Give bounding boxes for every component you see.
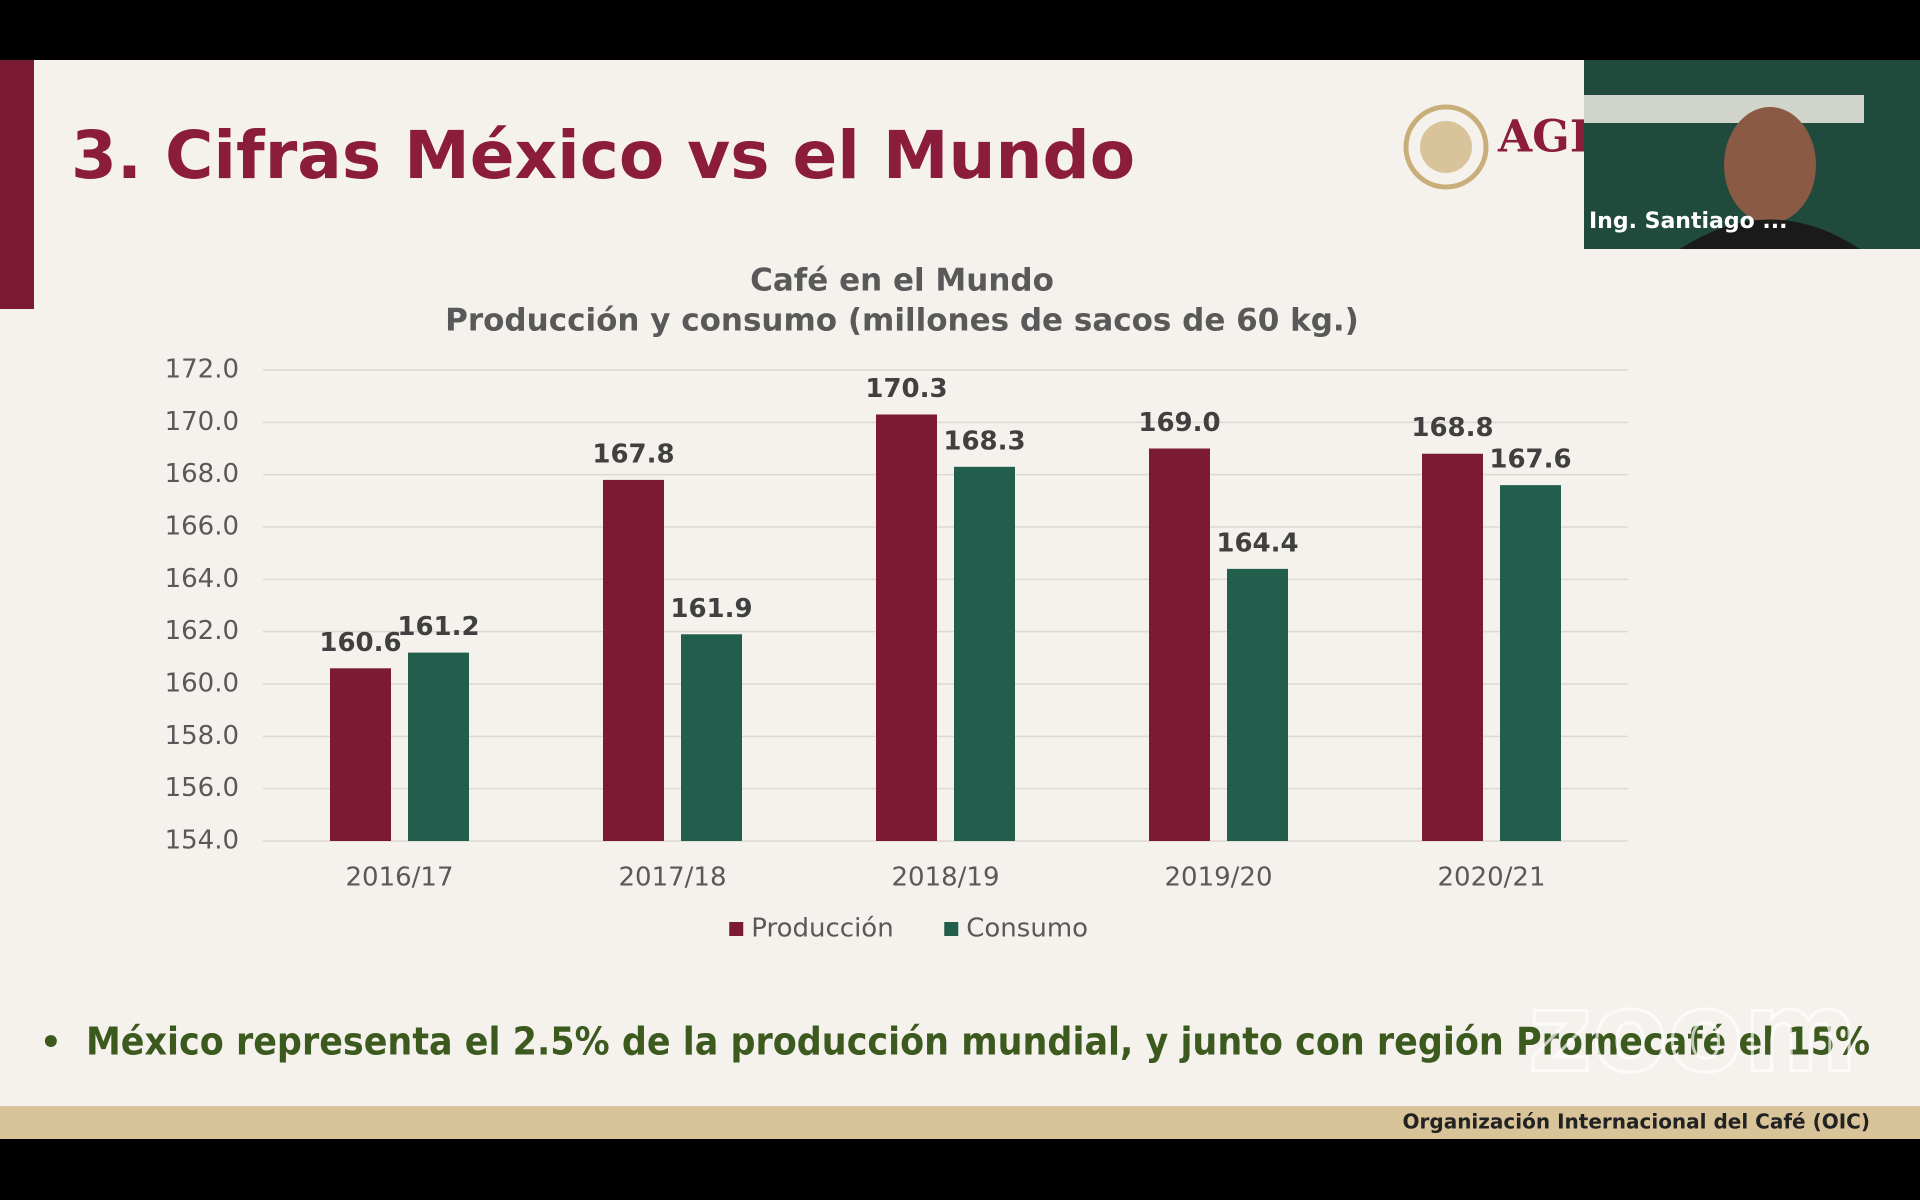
x-tick-label: 2016/17: [345, 863, 453, 893]
legend-swatch: [944, 922, 959, 936]
bar: [1149, 448, 1210, 841]
value-label: 167.8: [592, 439, 674, 469]
value-label: 170.3: [865, 374, 947, 404]
y-tick-label: 166.0: [165, 512, 239, 542]
legend-swatch: [729, 922, 744, 936]
logo-emblem: [1403, 104, 1489, 190]
bar: [1227, 568, 1288, 841]
video-person-body: [1680, 219, 1860, 249]
footer-band: [0, 1106, 1920, 1139]
x-tick-label: 2019/20: [1164, 863, 1272, 893]
participant-name: Ing. Santiago ...: [1589, 209, 1787, 234]
bar: [954, 466, 1015, 841]
y-tick-label: 160.0: [165, 669, 239, 699]
logo-emblem-inner: [1420, 121, 1472, 173]
video-person-head: [1724, 107, 1816, 223]
bar: [1422, 453, 1483, 841]
y-tick-label: 162.0: [165, 616, 239, 646]
y-tick-label: 170.0: [165, 407, 239, 437]
legend-label: Consumo: [966, 914, 1088, 944]
bar: [408, 652, 469, 841]
logo-text: AGI: [1497, 112, 1590, 163]
bar: [876, 414, 937, 841]
plot: 154.0 156.0 158.0 160.0 162.0 164.0 166.0 168.0…: [165, 355, 1628, 944]
value-label: 167.6: [1489, 445, 1571, 475]
y-tick-label: 164.0: [165, 564, 239, 594]
chart-subtitle: Producción y consumo (millones de sacos …: [445, 303, 1359, 339]
value-label: 160.6: [319, 628, 401, 658]
x-tick-label: 2017/18: [618, 863, 726, 893]
value-label: 168.3: [943, 426, 1025, 456]
video-banner: [1584, 95, 1864, 123]
zoom-watermark: zoom: [1528, 968, 1858, 1096]
value-label: 164.4: [1216, 528, 1298, 558]
bullet-text: México representa el 2.5% de la producci…: [86, 1020, 1870, 1064]
y-tick-label: 154.0: [165, 826, 239, 856]
chart-title: Café en el Mundo: [750, 263, 1054, 299]
accent-bar: [0, 60, 34, 309]
x-tick-label: 2018/19: [891, 863, 999, 893]
footer-text: Organización Internacional del Café (OIC…: [1403, 1110, 1870, 1134]
slide-title: 3. Cifras México vs el Mundo: [71, 117, 1135, 194]
video-tile: Ing. Santiago ...: [1584, 60, 1920, 249]
bullet-dot: •: [40, 1023, 62, 1063]
y-tick-label: 168.0: [165, 459, 239, 489]
y-tick-label: 158.0: [165, 721, 239, 751]
y-tick-label: 172.0: [165, 355, 239, 385]
value-label: 168.8: [1411, 413, 1493, 443]
x-tick-label: 2020/21: [1437, 863, 1545, 893]
bar: [1500, 485, 1561, 841]
value-label: 169.0: [1138, 408, 1220, 438]
y-tick-label: 156.0: [165, 773, 239, 803]
value-label: 161.9: [670, 594, 752, 624]
bar: [330, 668, 391, 841]
legend-label: Producción: [751, 914, 893, 944]
bar: [603, 479, 664, 841]
bar: [681, 634, 742, 841]
value-label: 161.2: [397, 612, 479, 642]
